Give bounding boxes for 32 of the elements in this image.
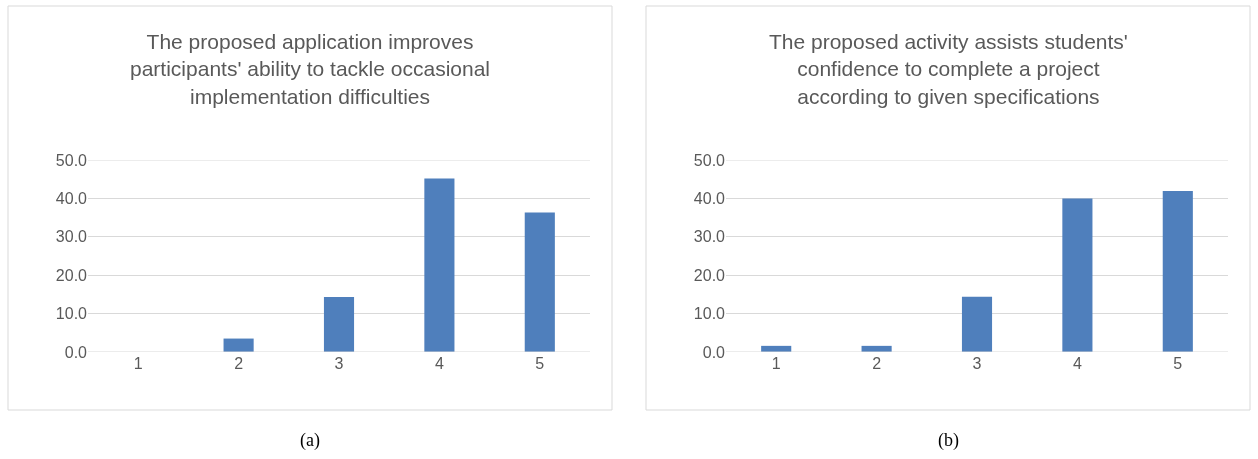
- y-tick-label: 50.0: [693, 151, 726, 169]
- y-tick-label: 10.0: [55, 305, 88, 323]
- bar: [424, 178, 455, 352]
- x-tick-label: 5: [535, 355, 545, 372]
- x-tick-label: 4: [1072, 355, 1082, 372]
- y-tick-label: 30.0: [55, 228, 88, 246]
- bar: [1162, 191, 1193, 352]
- bar: [1062, 198, 1093, 352]
- y-tick-label: 30.0: [693, 228, 726, 246]
- x-tick-label: 3: [334, 355, 344, 372]
- y-tick-label: 20.0: [693, 266, 726, 284]
- x-tick-label: 2: [872, 355, 882, 372]
- x-tick-label: 1: [133, 355, 143, 372]
- text: (a): [300, 430, 320, 451]
- y-tick-label: 40.0: [55, 190, 88, 207]
- y-tick-label: 0.0: [64, 343, 88, 361]
- chart-title: The proposed application improves participants' ability to tackle occasional implementation difficulties: [130, 30, 491, 108]
- y-tick-label: 20.0: [55, 266, 88, 284]
- bar: [961, 296, 993, 352]
- y-tick-label: 50.0: [55, 151, 88, 169]
- chart-title: The proposed activity assists students' confidence to complete a project according to given specifications: [769, 30, 1128, 108]
- x-tick-label: 4: [434, 355, 444, 372]
- text: (b): [938, 430, 959, 451]
- x-tick-label: 2: [234, 355, 244, 372]
- bar: [323, 297, 355, 352]
- x-tick-label: 1: [771, 355, 781, 372]
- y-tick-label: 0.0: [702, 343, 726, 361]
- x-tick-label: 3: [972, 355, 982, 372]
- y-tick-label: 40.0: [693, 190, 726, 207]
- y-tick-label: 10.0: [693, 305, 726, 323]
- bar: [524, 212, 555, 352]
- x-tick-label: 5: [1173, 355, 1183, 372]
